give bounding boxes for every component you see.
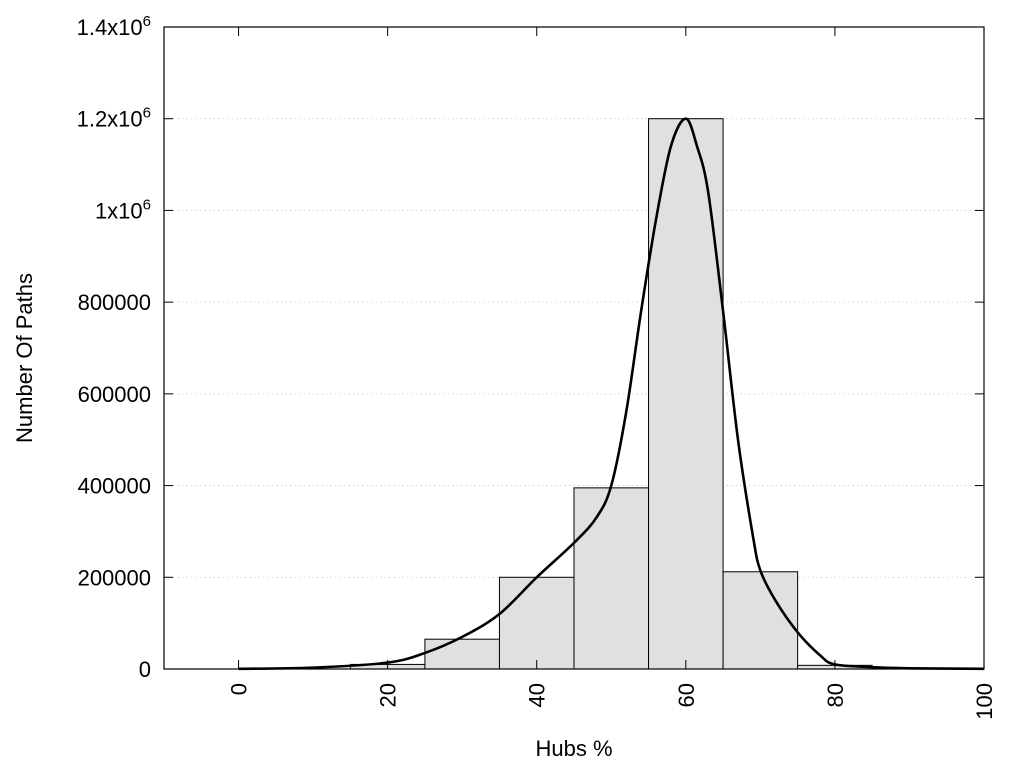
- axis-ticks: [164, 26, 985, 670]
- y-tick-label: 400000: [78, 474, 151, 499]
- y-axis-title: Number Of Paths: [12, 273, 37, 443]
- density-curve: [238, 117, 985, 671]
- x-tick-label: 60: [674, 683, 699, 707]
- y-tick-label: 800000: [78, 290, 151, 315]
- histogram-bars: [349, 118, 873, 670]
- y-tick-label: 600000: [78, 382, 151, 407]
- x-tick-label: 20: [376, 683, 401, 707]
- density-curve-layer: [238, 117, 985, 671]
- y-tick-label: 1.2x106: [77, 105, 151, 132]
- y-tick-label: 1x106: [95, 196, 151, 223]
- y-tick-labels: 0 200000 400000 600000 800000 1x106 1.2x106 1.4…: [77, 13, 151, 682]
- x-tick-labels: 0 20 40 60 80 100: [227, 683, 997, 720]
- histogram-bar: [498, 576, 575, 670]
- x-axis-title: Hubs %: [535, 736, 612, 761]
- x-tick-label: 80: [823, 683, 848, 707]
- y-tick-label: 0: [139, 657, 151, 682]
- x-tick-label: 100: [972, 683, 997, 720]
- x-tick-label: 40: [525, 683, 550, 707]
- plot-frame: [163, 26, 985, 670]
- y-tick-label: 200000: [78, 565, 151, 590]
- histogram-bar: [573, 487, 650, 670]
- histogram-bar: [424, 638, 500, 670]
- histogram-bar: [722, 571, 799, 670]
- x-tick-label: 0: [227, 683, 252, 695]
- y-tick-label: 1.4x106: [77, 13, 151, 40]
